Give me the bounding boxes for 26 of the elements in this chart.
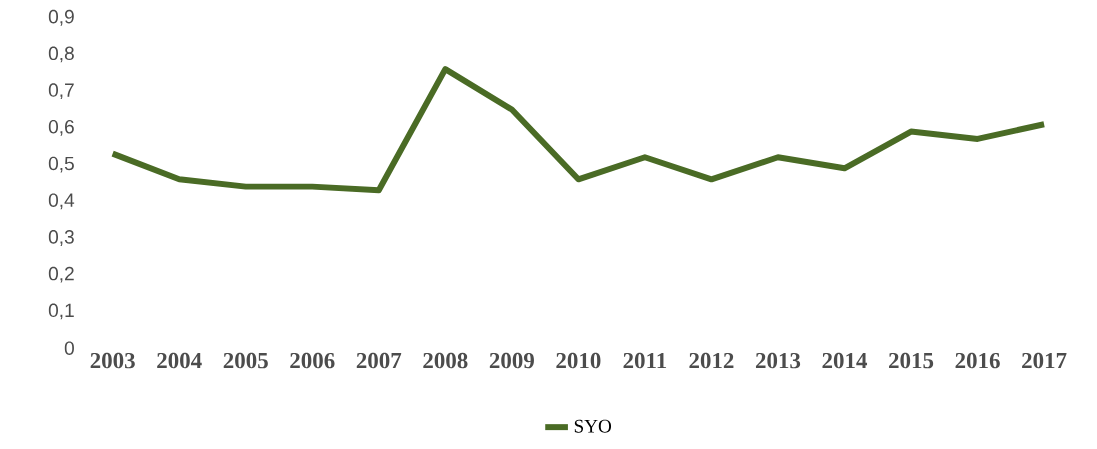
x-tick-label: 2015 — [889, 352, 934, 369]
y-tick-label: 0,5 — [48, 156, 74, 173]
y-tick-label: 0,7 — [48, 83, 74, 100]
x-tick-label: 2003 — [90, 352, 135, 369]
x-tick-label: 2016 — [955, 352, 1000, 369]
legend-label: SYO — [574, 419, 612, 433]
x-tick-label: 2014 — [822, 352, 868, 369]
x-tick-label: 2013 — [755, 352, 801, 369]
x-tick-label: 2006 — [290, 352, 335, 369]
x-tick-label: 2017 — [1022, 352, 1067, 369]
y-tick-label: 0,3 — [48, 230, 74, 246]
y-tick-label: 0,2 — [48, 266, 74, 283]
x-tick-label: 2005 — [223, 352, 268, 369]
x-tick-label: 2009 — [489, 352, 534, 369]
y-tick-label: 0,4 — [48, 193, 75, 210]
x-tick-label: 2010 — [556, 352, 601, 369]
y-tick-label: 0 — [64, 341, 74, 355]
x-tick-label: 2008 — [423, 352, 468, 369]
y-tick-label: 0,8 — [48, 46, 74, 63]
y-tick-label: 0,9 — [48, 9, 74, 26]
x-tick-label: 2007 — [356, 352, 402, 369]
x-tick-label: 2011 — [623, 352, 667, 369]
y-tick-label: 0,1 — [48, 303, 74, 320]
x-tick-label: 2012 — [689, 352, 734, 369]
x-tick-label: 2004 — [157, 352, 202, 369]
y-tick-label: 0,6 — [48, 119, 74, 136]
